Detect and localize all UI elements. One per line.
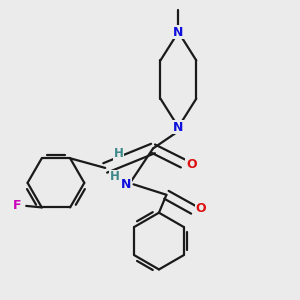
Text: H: H (110, 170, 120, 183)
Text: O: O (186, 158, 196, 171)
Text: F: F (13, 200, 22, 212)
Text: N: N (173, 121, 184, 134)
Text: N: N (121, 178, 131, 191)
Text: O: O (196, 202, 206, 215)
Text: H: H (114, 147, 124, 160)
Text: N: N (173, 26, 184, 38)
